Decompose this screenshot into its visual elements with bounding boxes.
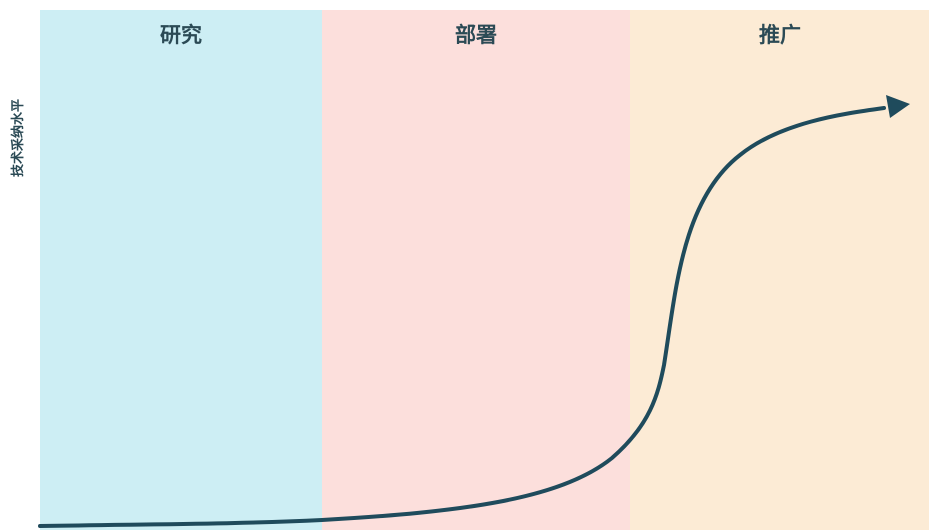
phase-band-deployment [322,10,630,530]
arrow-head-icon [886,95,910,118]
phase-label-promotion: 推广 [759,23,801,47]
y-axis-label: 技术采纳水平 [10,99,26,177]
phase-band-research [40,10,322,530]
phase-label-research: 研究 [160,23,202,47]
adoption-curve [38,106,886,528]
phase-band-promotion [630,10,929,530]
phase-label-deployment: 部署 [455,23,497,47]
